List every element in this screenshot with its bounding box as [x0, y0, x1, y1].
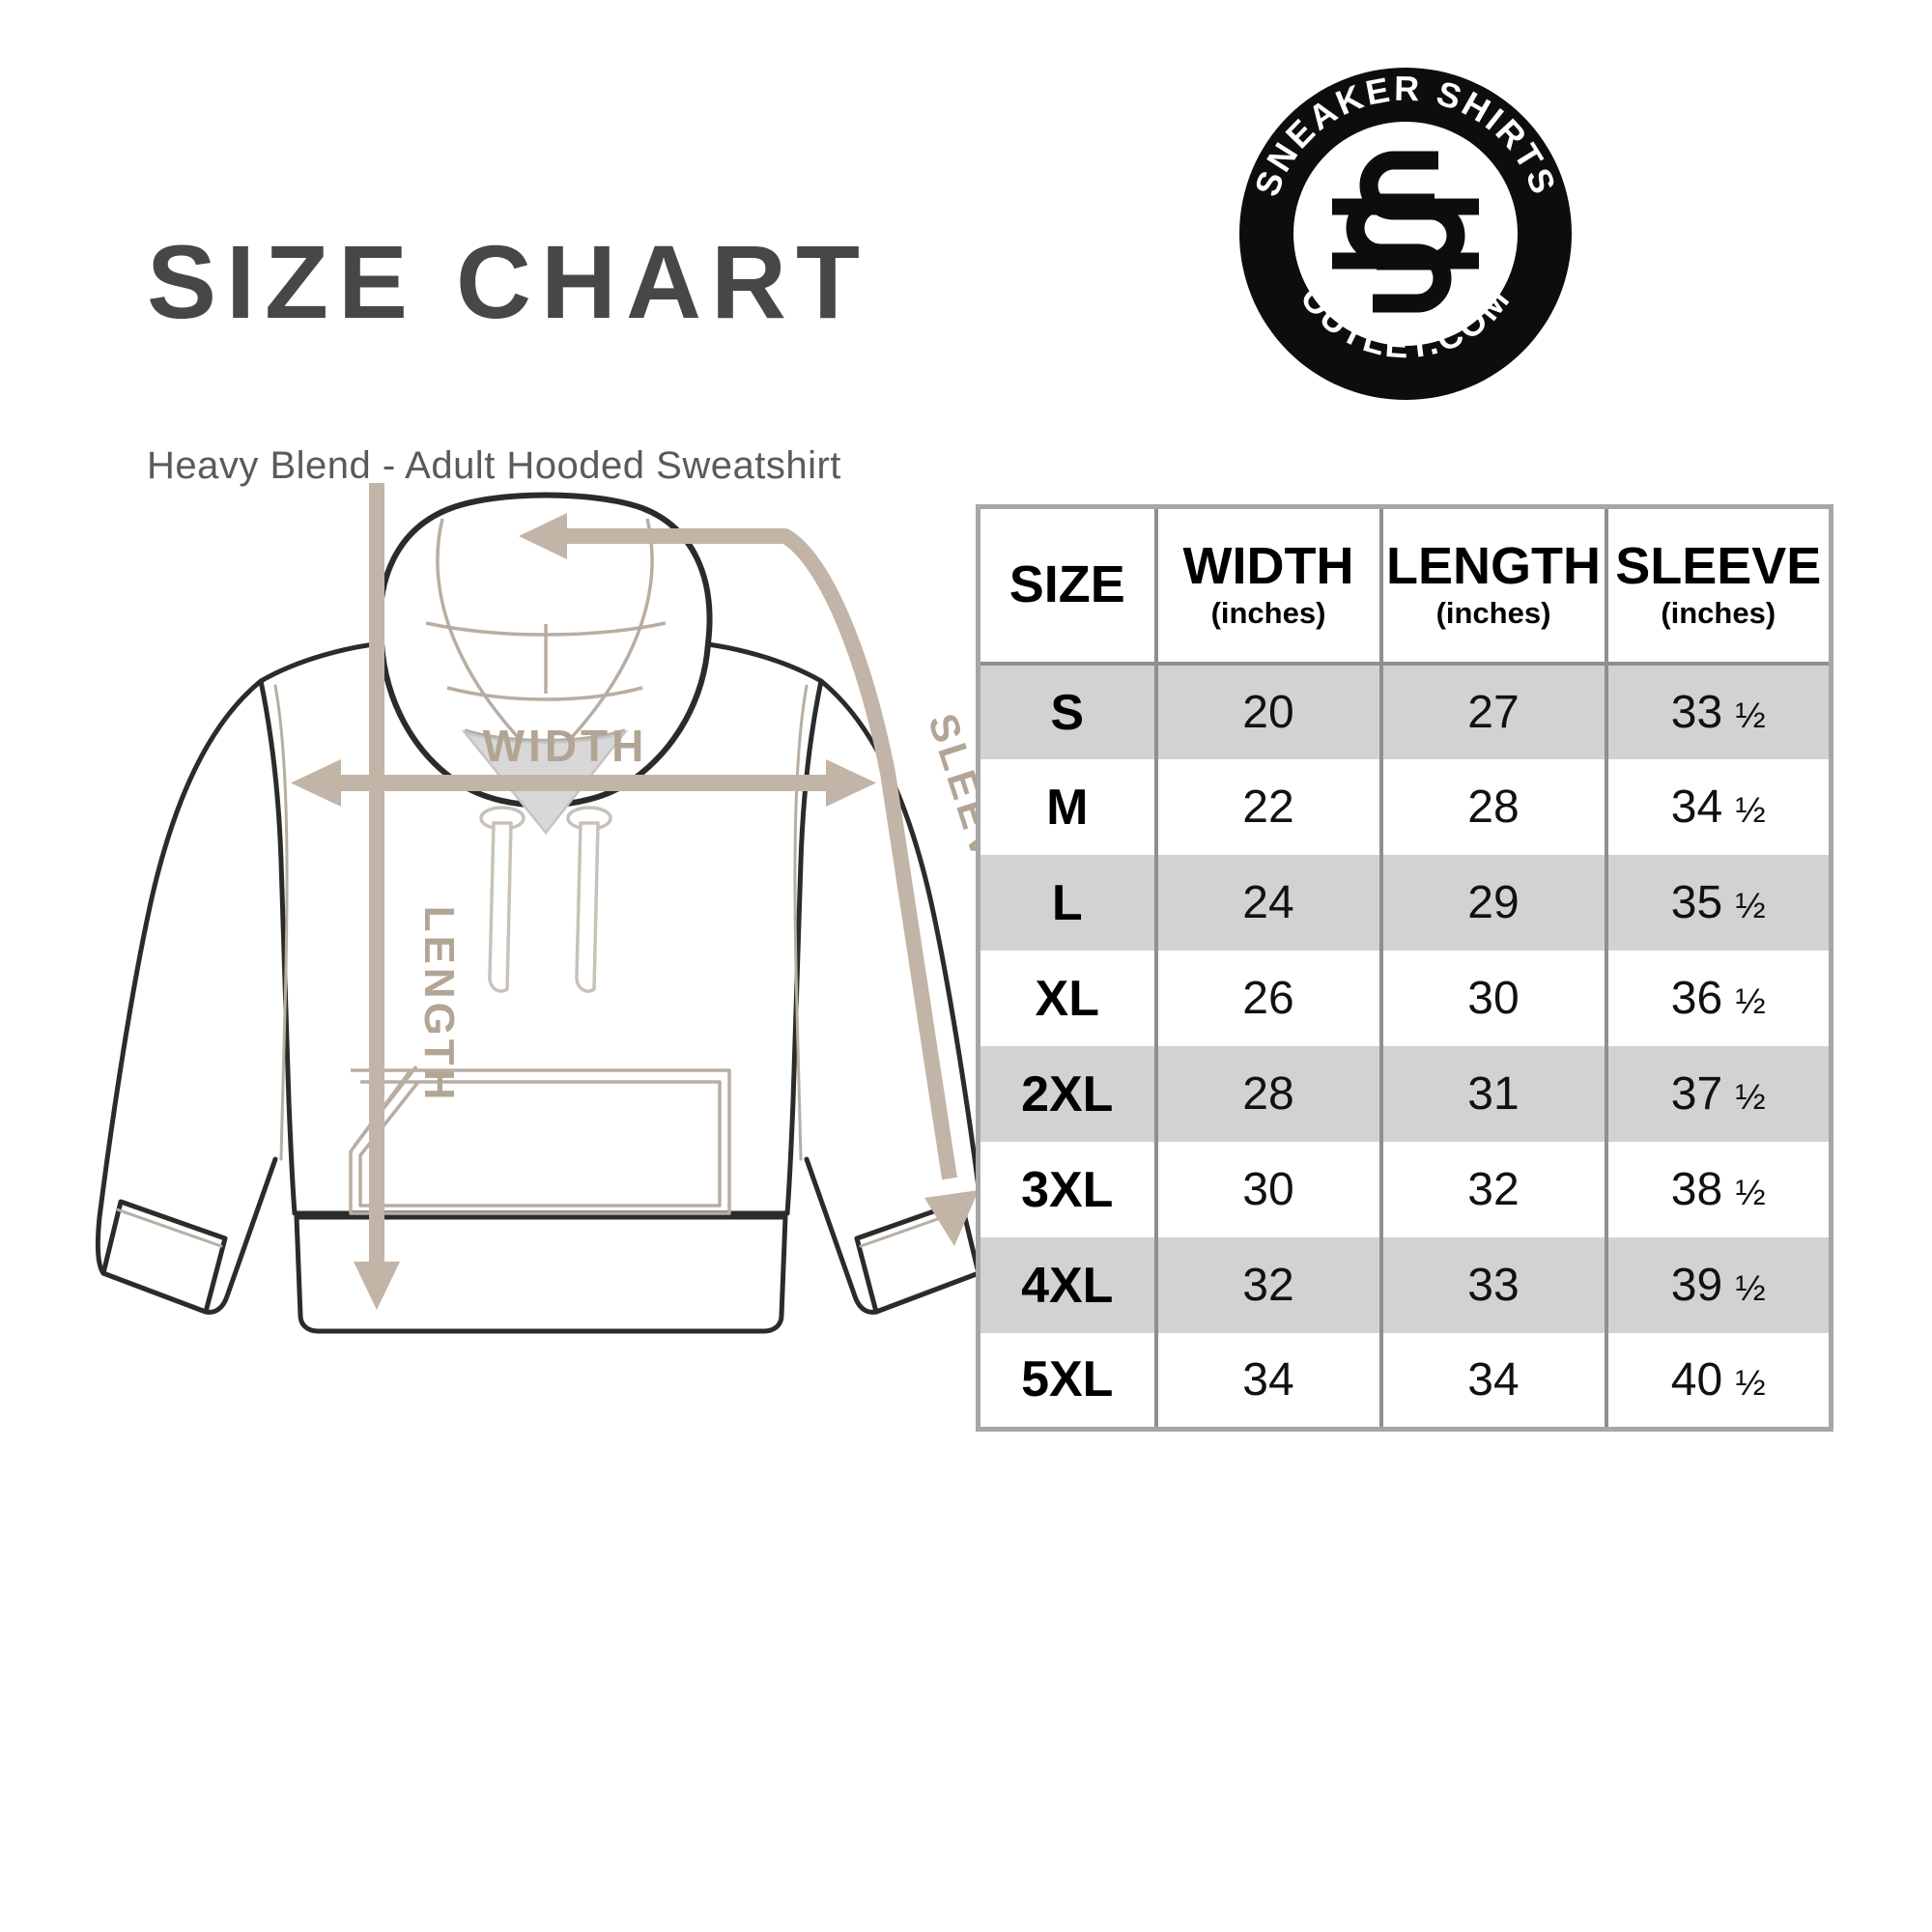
column-header-sleeve-main: SLEEVE	[1615, 537, 1822, 596]
size-cell-M: M	[978, 759, 1158, 855]
sleeve-cell-S: 33 ½	[1604, 664, 1832, 759]
page-title: SIZE CHART	[147, 223, 869, 340]
length-label: LENGTH	[415, 906, 463, 1104]
left-cuff-seam	[115, 1208, 223, 1248]
column-header-length: LENGTH (inches)	[1378, 506, 1608, 666]
width-cell-5XL: 34	[1153, 1333, 1383, 1429]
width-arrow-head-right	[826, 759, 876, 807]
width-cell-L: 24	[1153, 855, 1383, 951]
length-cell-3XL: 32	[1378, 1142, 1608, 1237]
table-row: 3XL 30 32 38 ½	[978, 1142, 1832, 1237]
size-cell-5XL: 5XL	[978, 1333, 1158, 1429]
table-row: 4XL 32 33 39 ½	[978, 1237, 1832, 1333]
sleeve-arrow-shaft	[561, 528, 957, 1180]
sleeve-cell-5XL: 40 ½	[1604, 1333, 1832, 1429]
hoodie-illustration: WIDTH LENGTH SLEEVE	[92, 483, 990, 1575]
length-arrow-shaft	[369, 483, 384, 1275]
column-header-length-main: LENGTH	[1386, 537, 1601, 596]
size-cell-XL: XL	[978, 951, 1158, 1046]
table-row: 5XL 34 34 40 ½	[978, 1333, 1832, 1429]
drawstrings	[479, 806, 612, 993]
table-row: S 20 27 33 ½	[978, 664, 1832, 759]
sleeve-cell-L: 35 ½	[1604, 855, 1832, 951]
column-header-sleeve: SLEEVE (inches)	[1604, 506, 1832, 666]
length-cell-M: 28	[1378, 759, 1608, 855]
size-cell-2XL: 2XL	[978, 1046, 1158, 1142]
width-cell-2XL: 28	[1153, 1046, 1383, 1142]
hood-inner-seam-right	[556, 518, 654, 753]
length-cell-XL: 30	[1378, 951, 1608, 1046]
size-cell-L: L	[978, 855, 1158, 951]
width-arrow-head-left	[291, 759, 341, 807]
width-arrow-shaft	[324, 775, 843, 791]
length-arrow-head-bottom	[354, 1262, 400, 1310]
width-cell-3XL: 30	[1153, 1142, 1383, 1237]
width-cell-4XL: 32	[1153, 1237, 1383, 1333]
right-shoulder-seam	[793, 684, 809, 1161]
column-header-width-unit: (inches)	[1210, 596, 1326, 631]
length-cell-2XL: 31	[1378, 1046, 1608, 1142]
column-header-sleeve-unit: (inches)	[1661, 596, 1776, 631]
size-chart-table: SIZE WIDTH (inches) LENGTH (inches) SLEE…	[976, 504, 1833, 1432]
width-cell-M: 22	[1153, 759, 1383, 855]
sleeve-arrow-head-cuff	[924, 1190, 979, 1246]
left-shoulder-seam	[273, 684, 289, 1161]
page-subtitle: Heavy Blend - Adult Hooded Sweatshirt	[147, 444, 841, 487]
length-cell-4XL: 33	[1378, 1237, 1608, 1333]
measure-arrows	[291, 483, 979, 1310]
sleeve-cell-4XL: 39 ½	[1604, 1237, 1832, 1333]
hood-inner-seam-left	[436, 518, 533, 753]
table-row: 2XL 28 31 37 ½	[978, 1046, 1832, 1142]
logo-monogram-ss	[1332, 151, 1479, 313]
column-header-size-main: SIZE	[1009, 555, 1125, 614]
sleeve-arrow-head-neck	[519, 513, 567, 559]
width-cell-S: 20	[1153, 664, 1383, 759]
sleeve-cell-2XL: 37 ½	[1604, 1046, 1832, 1142]
sleeve-cell-XL: 36 ½	[1604, 951, 1832, 1046]
size-cell-S: S	[978, 664, 1158, 759]
size-chart-table-body: S 20 27 33 ½ M 22 28 34 ½ L 24 29 35 ½ XL 26 30 36 ½ 2XL…	[978, 664, 1832, 1429]
length-cell-5XL: 34	[1378, 1333, 1608, 1429]
column-header-size: SIZE	[978, 506, 1158, 666]
table-row: L 24 29 35 ½	[978, 855, 1832, 951]
brand-logo: SNEAKER SHIRTS OUTLET.COM	[1232, 60, 1579, 408]
length-cell-L: 29	[1378, 855, 1608, 951]
size-cell-3XL: 3XL	[978, 1142, 1158, 1237]
width-label: WIDTH	[483, 721, 648, 771]
size-cell-4XL: 4XL	[978, 1237, 1158, 1333]
table-row: XL 26 30 36 ½	[978, 951, 1832, 1046]
table-header-row: SIZE WIDTH (inches) LENGTH (inches) SLEE…	[978, 506, 1832, 666]
waistband	[294, 1214, 788, 1334]
width-cell-XL: 26	[1153, 951, 1383, 1046]
sleeve-cell-3XL: 38 ½	[1604, 1142, 1832, 1237]
sleeve-cell-M: 34 ½	[1604, 759, 1832, 855]
length-cell-S: 27	[1378, 664, 1608, 759]
hood-inner-band-mid	[446, 686, 643, 701]
logo-inner-disc	[1293, 122, 1518, 346]
table-row: M 22 28 34 ½	[978, 759, 1832, 855]
column-header-width: WIDTH (inches)	[1153, 506, 1383, 666]
hood-inner-band-low	[464, 728, 626, 743]
column-header-width-main: WIDTH	[1182, 537, 1354, 596]
left-cuff	[100, 1199, 228, 1315]
column-header-length-unit: (inches)	[1435, 596, 1551, 631]
